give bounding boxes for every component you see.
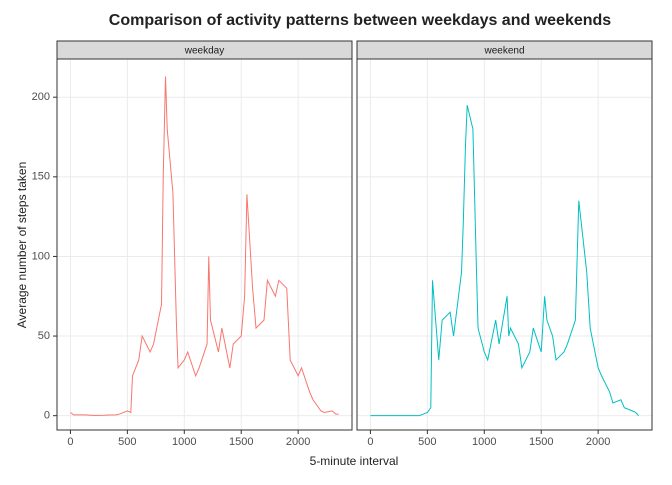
y-tick-label: 200 [32,91,50,103]
chart-title: Comparison of activity patterns between … [109,12,611,29]
x-tick-label: 1500 [529,436,553,448]
data-line [70,76,339,416]
facet-strip [56,40,353,60]
facet-strip [356,40,653,60]
y-tick-label: 0 [44,410,50,422]
x-tick-label: 500 [118,436,136,448]
x-tick-label: 2000 [286,436,310,448]
x-axis-label: 5-minute interval [310,454,399,468]
y-tick-label: 100 [32,250,50,262]
y-tick-label: 150 [32,171,50,183]
x-tick-label: 1000 [172,436,196,448]
x-tick-label: 0 [367,436,373,448]
x-tick-label: 1000 [472,436,496,448]
x-tick-label: 1500 [229,436,253,448]
y-axis-label: Average number of steps taken [15,162,29,329]
facet-label: weekday [184,46,224,57]
panel-background [357,59,652,430]
x-tick-label: 500 [418,436,436,448]
facet-label: weekend [483,46,524,57]
y-tick-label: 50 [38,330,50,342]
x-tick-label: 0 [67,436,73,448]
panel-background [57,59,352,430]
data-line [370,105,639,417]
x-tick-label: 2000 [586,436,610,448]
